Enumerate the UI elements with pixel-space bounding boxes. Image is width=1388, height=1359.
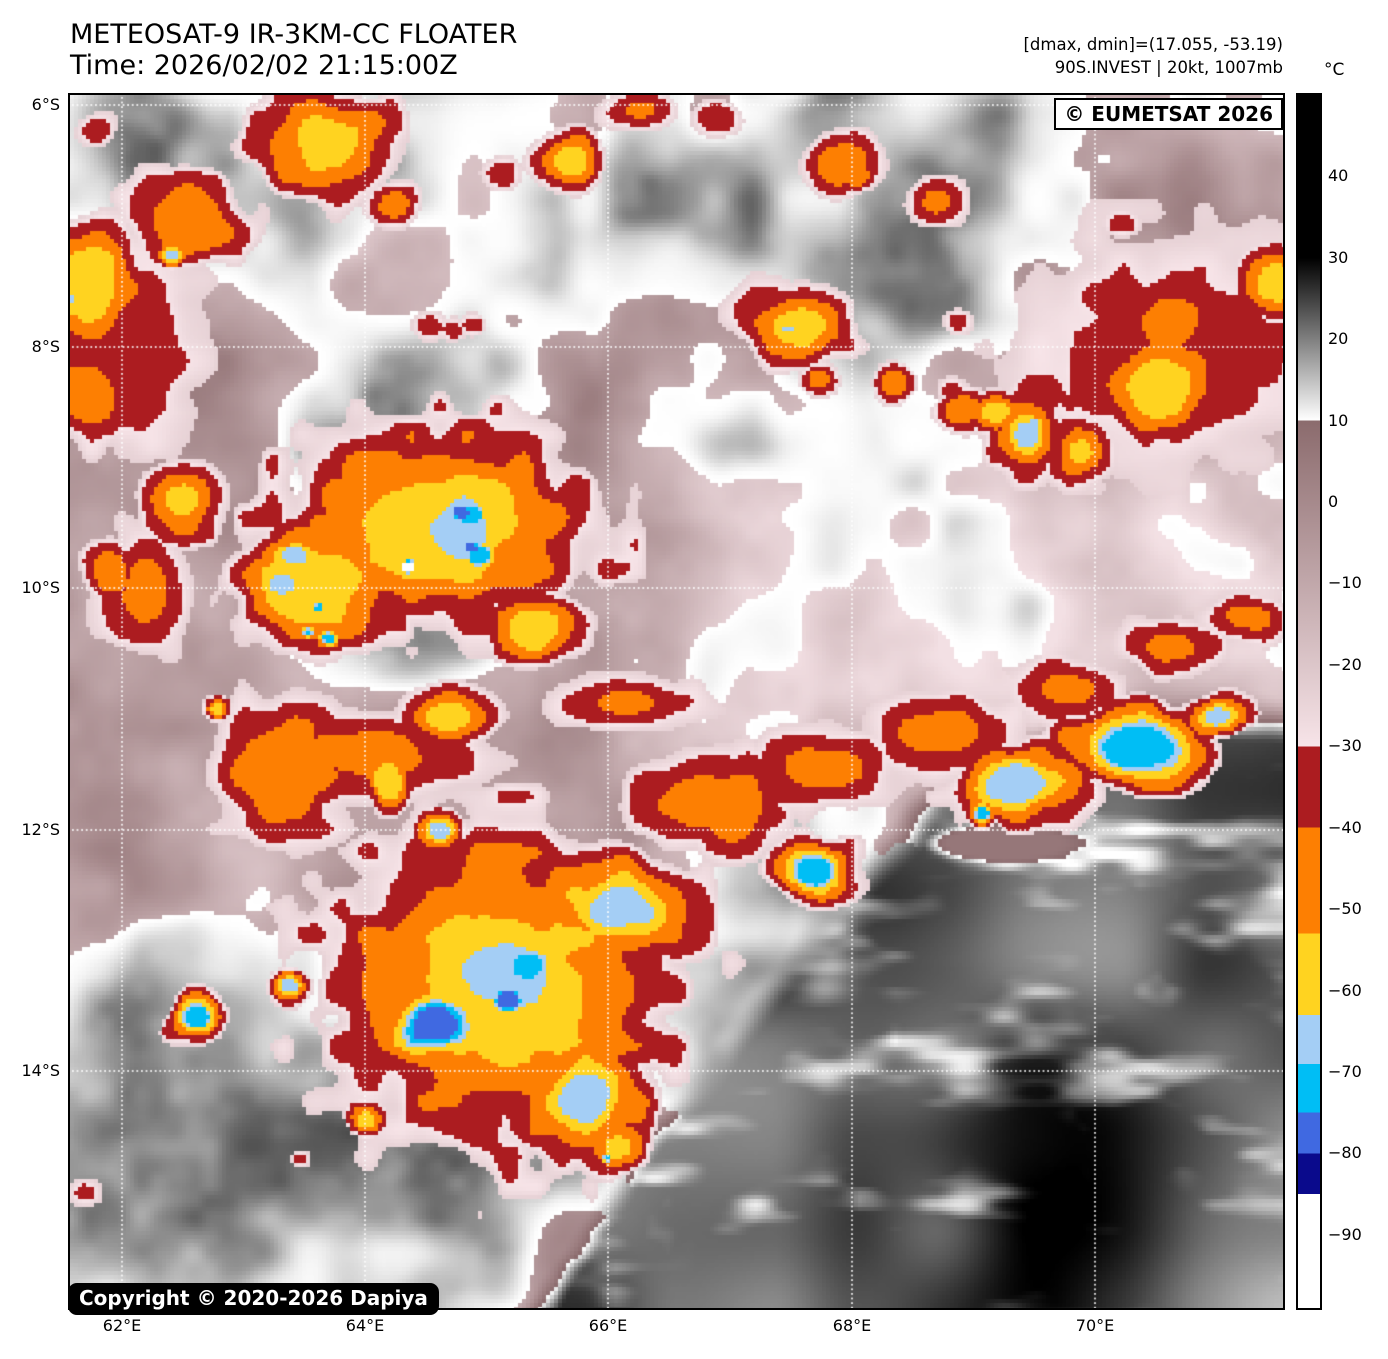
- lat-tick-label: 12°S: [21, 820, 60, 839]
- colorbar-tick-label: 40: [1328, 166, 1349, 186]
- dmax-dmin-annotation: [dmax, dmin]=(17.055, -53.19): [1023, 35, 1284, 54]
- colorbar-tick-label: −30: [1328, 736, 1362, 756]
- lat-tick-label: 6°S: [31, 95, 60, 114]
- lat-tick-label: 14°S: [21, 1061, 60, 1080]
- colorbar-tick-label: 10: [1328, 410, 1349, 430]
- colorbar-tick-label: 20: [1328, 329, 1349, 349]
- lon-tick-label: 70°E: [1075, 1316, 1115, 1335]
- colorbar-tick-label: 0: [1328, 492, 1339, 512]
- colorbar-tick-label: −40: [1328, 817, 1362, 837]
- lon-tick-label: 68°E: [832, 1316, 872, 1335]
- annotation-block: [dmax, dmin]=(17.055, -53.19) 90S.INVEST…: [1024, 33, 1284, 79]
- colorbar-tick-label: −20: [1328, 654, 1362, 674]
- eumetsat-watermark: © EUMETSAT 2026: [1054, 98, 1283, 130]
- invest-annotation: 90S.INVEST | 20kt, 1007mb: [1054, 58, 1283, 77]
- lon-tick-label: 66°E: [588, 1316, 628, 1335]
- copyright-badge: Copyright © 2020-2026 Dapiya: [68, 1283, 439, 1315]
- lat-tick-label: 10°S: [21, 578, 60, 597]
- satellite-image-canvas: [70, 95, 1283, 1308]
- colorbar-tick-label: −10: [1328, 573, 1362, 593]
- colorbar-tick-label: −70: [1328, 1061, 1362, 1081]
- colorbar-tick-label: −80: [1328, 1143, 1362, 1163]
- colorbar-tick-label: −50: [1328, 899, 1362, 919]
- colorbar-tick-label: −90: [1328, 1224, 1362, 1244]
- satellite-map: © EUMETSAT 2026 Copyright © 2020-2026 Da…: [68, 93, 1285, 1315]
- lon-tick-label: 64°E: [345, 1316, 385, 1335]
- time-label: Time: 2026/02/02 21:15:00Z: [70, 50, 458, 81]
- colorbar-tick-label: 30: [1328, 247, 1349, 267]
- colorbar-unit-label: °C: [1324, 60, 1345, 80]
- temperature-colorbar: [1296, 93, 1322, 1310]
- colorbar-tick-label: −60: [1328, 980, 1362, 1000]
- lat-tick-label: 8°S: [31, 337, 60, 356]
- page-title: METEOSAT-9 IR-3KM-CC FLOATER: [70, 19, 518, 50]
- lon-tick-label: 62°E: [102, 1316, 142, 1335]
